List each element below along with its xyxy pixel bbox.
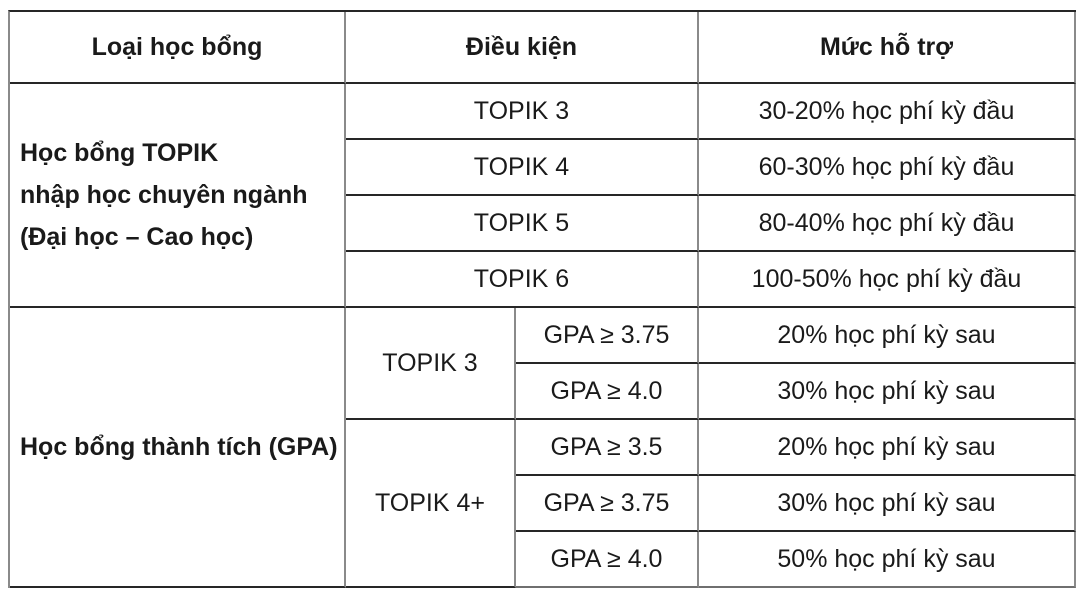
table-row: GPA ≥ 4.0 30% học phí kỳ sau (10, 364, 1076, 420)
condition-cell: TOPIK 6 (346, 252, 699, 308)
scholarship-table: Loại học bổng Điều kiện Mức hỗ trợ Học b… (8, 10, 1076, 588)
condition-cell: TOPIK 3 (346, 84, 699, 140)
condition-cell: TOPIK 5 (346, 196, 699, 252)
gpa-cell: GPA ≥ 3.5 (516, 420, 699, 476)
gpa-cell: GPA ≥ 4.0 (516, 364, 699, 420)
group2-label: Học bổng thành tích (GPA) (10, 308, 346, 588)
table-row: GPA ≥ 4.0 50% học phí kỳ sau (10, 532, 1076, 588)
table-row: GPA ≥ 3.75 30% học phí kỳ sau (10, 476, 1076, 532)
support-cell: 80-40% học phí kỳ đầu (699, 196, 1076, 252)
group1-label-line: (Đại học – Cao học) (20, 223, 254, 251)
topik-level-cell: TOPIK 3 (346, 308, 516, 420)
topik-level-cell: TOPIK 4+ (346, 420, 516, 588)
gpa-cell: GPA ≥ 3.75 (516, 308, 699, 364)
group1-label-line: nhập học chuyên ngành (20, 181, 308, 209)
support-cell: 100-50% học phí kỳ đầu (699, 252, 1076, 308)
gpa-cell: GPA ≥ 3.75 (516, 476, 699, 532)
support-cell: 30-20% học phí kỳ đầu (699, 84, 1076, 140)
table-row: TOPIK 5 80-40% học phí kỳ đầu (10, 196, 1076, 252)
support-cell: 20% học phí kỳ sau (699, 308, 1076, 364)
table-row: Học bổng TOPIK nhập học chuyên ngành (Đạ… (10, 84, 1076, 308)
group1-label: Học bổng TOPIK nhập học chuyên ngành (Đạ… (10, 84, 346, 308)
support-cell: 50% học phí kỳ sau (699, 532, 1076, 588)
group1-label-line: Học bổng TOPIK (20, 139, 219, 167)
header-scholarship-type: Loại học bổng (10, 12, 346, 84)
support-cell: 30% học phí kỳ sau (699, 476, 1076, 532)
header-condition: Điều kiện (346, 12, 699, 84)
header-support-level: Mức hỗ trợ (699, 12, 1076, 84)
gpa-cell: GPA ≥ 4.0 (516, 532, 699, 588)
table-row: TOPIK 4 60-30% học phí kỳ đầu (10, 140, 1076, 196)
support-cell: 60-30% học phí kỳ đầu (699, 140, 1076, 196)
table-header-row: Loại học bổng Điều kiện Mức hỗ trợ (10, 12, 1076, 84)
table-row: TOPIK 6 100-50% học phí kỳ đầu (10, 252, 1076, 308)
support-cell: 30% học phí kỳ sau (699, 364, 1076, 420)
support-cell: 20% học phí kỳ sau (699, 420, 1076, 476)
condition-cell: TOPIK 4 (346, 140, 699, 196)
table-row: Học bổng thành tích (GPA) TOPIK 3 GPA ≥ … (10, 308, 1076, 588)
table-row: TOPIK 4+ GPA ≥ 3.5 20% học phí kỳ sau (10, 420, 1076, 588)
